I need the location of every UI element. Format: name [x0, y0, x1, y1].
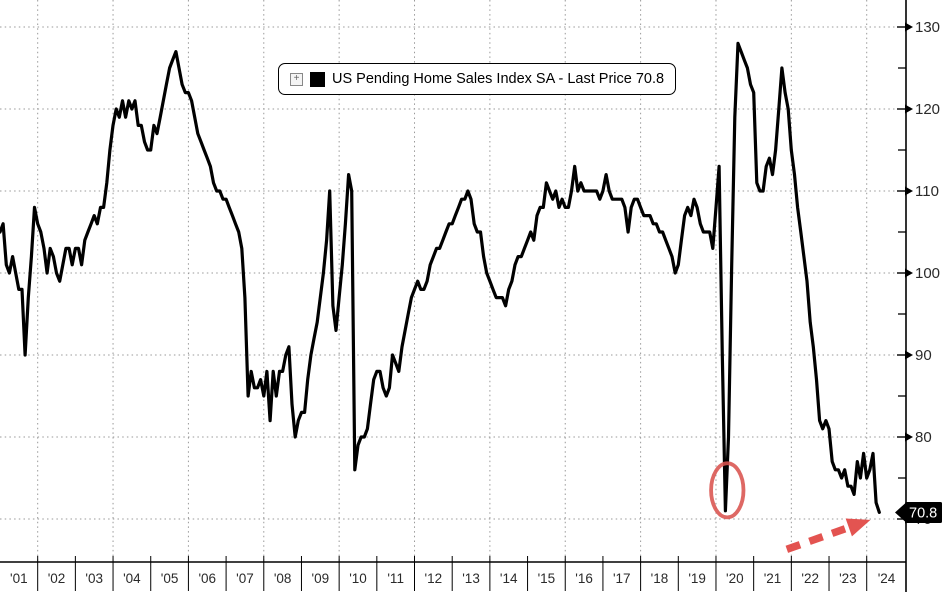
x-tick-label: '24 — [878, 571, 896, 586]
x-tick-label: '17 — [613, 571, 631, 586]
x-tick-label: '20 — [726, 571, 744, 586]
x-tick-label: '04 — [123, 571, 141, 586]
y-tick-label: 130 — [915, 19, 940, 36]
x-tick-label: '22 — [801, 571, 819, 586]
y-tick-label: 110 — [915, 183, 939, 200]
price-tag-pointer-icon — [895, 503, 905, 522]
expand-icon[interactable]: + — [290, 72, 303, 86]
series-color-swatch — [310, 71, 325, 87]
x-tick-label: '09 — [312, 571, 330, 586]
y-tick-arrow-icon — [905, 22, 913, 32]
legend-box[interactable]: + US Pending Home Sales Index SA - Last … — [278, 63, 677, 95]
x-tick-label: '14 — [500, 571, 518, 586]
x-tick-label: '02 — [48, 571, 66, 586]
y-tick-arrow-icon — [905, 268, 913, 278]
y-tick-label: 90 — [915, 347, 932, 364]
trend-arrow-head-icon — [845, 518, 871, 537]
y-minor-ticks — [898, 67, 906, 479]
x-tick-label: '10 — [349, 571, 367, 586]
x-tick-label: '08 — [274, 571, 292, 586]
x-tick-label: '05 — [161, 571, 179, 586]
y-tick-arrow-icon — [905, 104, 913, 114]
price-line — [0, 41, 881, 515]
y-tick-label: 100 — [915, 265, 940, 282]
x-tick-label: '01 — [10, 571, 28, 586]
x-tick-label: '23 — [839, 571, 857, 586]
y-tick-arrow-icon — [905, 350, 913, 360]
y-tick-arrow-icon — [905, 186, 913, 196]
last-price-value: 70.8 — [909, 505, 937, 521]
x-tick-label: '15 — [538, 571, 556, 586]
x-tick-label: '21 — [764, 571, 782, 586]
covid-dip-circle-annotation — [709, 461, 746, 520]
x-tick-label: '03 — [85, 571, 103, 586]
legend-label: US Pending Home Sales Index SA - Last Pr… — [332, 71, 665, 87]
trend-arrow-shaft — [785, 525, 847, 553]
x-tick-label: '16 — [575, 571, 593, 586]
x-tick-label: '07 — [236, 571, 254, 586]
x-axis-labels: '01 '02 '03 '04 '05 '06 '07 '08 '09 '10 '11 '12 '13 '… — [10, 556, 896, 591]
last-price-tag: 70.8 — [895, 501, 942, 523]
x-tick-label: '12 — [425, 571, 443, 586]
x-tick-label: '19 — [688, 571, 706, 586]
y-tick-arrow-icon — [905, 432, 913, 442]
x-tick-label: '11 — [387, 571, 404, 586]
y-tick-label: 120 — [915, 101, 940, 118]
gridlines — [0, 0, 906, 562]
x-tick-label: '18 — [651, 571, 669, 586]
x-tick-label: '13 — [462, 571, 480, 586]
price-tag-box — [905, 501, 942, 523]
y-tick-label: 80 — [915, 429, 932, 446]
x-tick-label: '06 — [198, 571, 216, 586]
